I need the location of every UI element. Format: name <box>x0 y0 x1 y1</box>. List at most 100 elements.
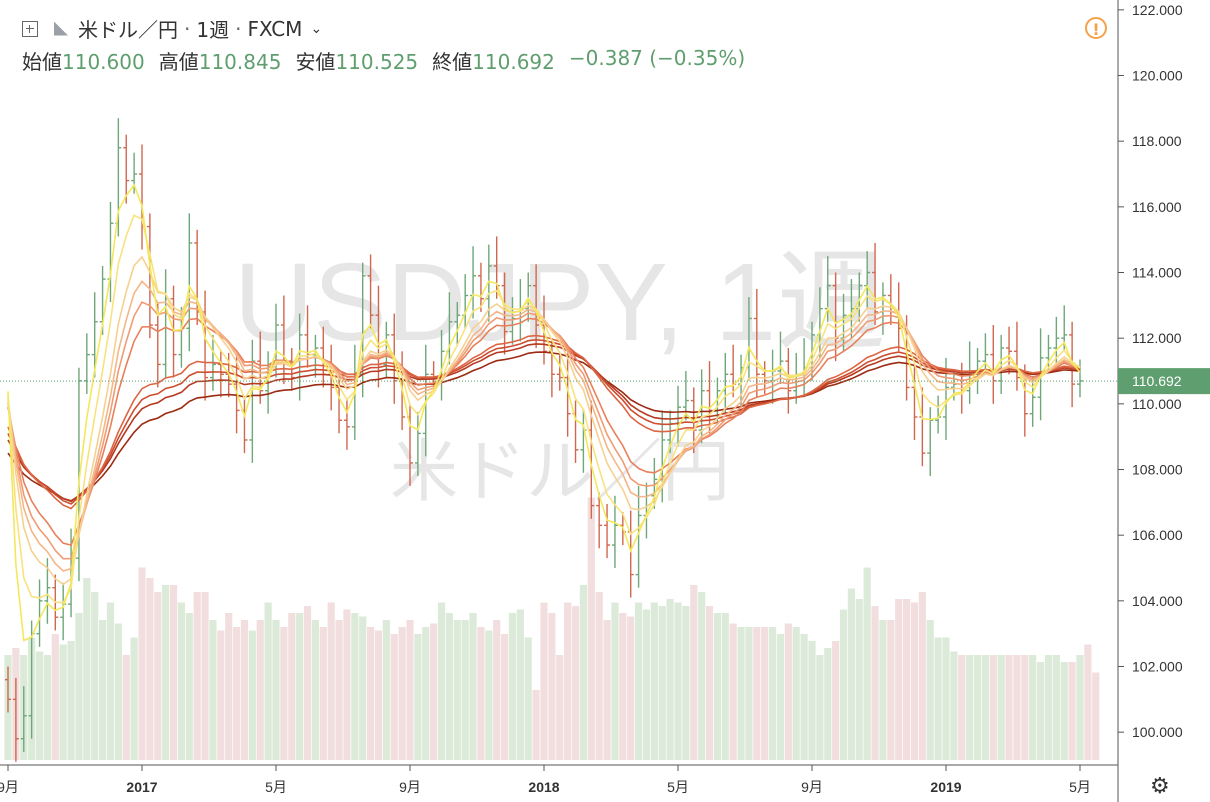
volume-bar <box>958 655 966 760</box>
y-tick-label: 122.000 <box>1132 2 1183 18</box>
y-tick-label: 120.000 <box>1132 68 1183 84</box>
y-tick-label: 114.000 <box>1132 265 1182 281</box>
chevron-down-icon[interactable]: ⌄ <box>310 20 323 37</box>
volume-bar <box>800 634 808 760</box>
ohlc-bar <box>343 398 350 450</box>
volume-bar <box>816 655 824 760</box>
volume-bar <box>169 585 178 760</box>
volume-bar <box>682 606 690 760</box>
volume-bar <box>737 627 745 760</box>
ohlc-bar <box>872 242 879 326</box>
volume-bar <box>658 606 666 760</box>
volume-bar <box>1029 655 1037 760</box>
chart-header: 米ドル／円 · 1週 · FXCM ⌄ 始値110.600 高値110.845 … <box>0 0 1110 80</box>
volume-bar <box>508 613 517 760</box>
ohlc-bar <box>753 288 760 398</box>
volume-bar <box>564 602 572 760</box>
volume-bar <box>59 644 67 760</box>
volume-bar <box>540 602 548 760</box>
volume-bar <box>824 648 832 760</box>
volume-bar <box>43 655 52 760</box>
ohlc-bar <box>1029 375 1036 427</box>
volume-bar <box>895 599 903 760</box>
volume-bar <box>627 616 635 760</box>
volume-bar <box>35 651 44 760</box>
volume-bar <box>154 592 162 760</box>
x-tick-label: 2019 <box>930 779 961 795</box>
low-value: 110.525 <box>335 50 419 74</box>
volume-bar <box>713 613 722 760</box>
symbol-name[interactable]: 米ドル／円 <box>78 18 178 42</box>
volume-bar <box>698 592 706 760</box>
volume-bar <box>500 634 509 760</box>
volume-bar <box>1092 672 1100 760</box>
volume-bar <box>406 620 414 760</box>
ohlc-bar <box>91 292 98 378</box>
volume-bar <box>382 620 390 760</box>
volume-bar <box>674 602 682 760</box>
volume-bar <box>847 588 856 760</box>
volume-bar <box>51 634 59 760</box>
volume-bar <box>792 627 800 760</box>
volume-bar <box>264 602 272 760</box>
ohlc-bar <box>170 285 177 378</box>
ohlc-bar <box>611 495 618 569</box>
watermark-name: 米ドル／円 <box>390 433 730 512</box>
volume-bar <box>776 634 785 760</box>
volume-bar <box>67 641 75 760</box>
volume-bar <box>493 620 501 760</box>
ohlc-bar <box>604 503 611 559</box>
high-label: 高値 <box>158 50 199 74</box>
volume-bar <box>721 613 729 760</box>
ohlc-bar <box>982 333 989 375</box>
volume-bar <box>587 497 595 760</box>
interval-label[interactable]: 1週 <box>196 18 230 42</box>
volume-bar <box>753 627 761 760</box>
volume-bar <box>390 634 398 760</box>
price-tag-box <box>1118 368 1210 395</box>
ohlc-bar <box>927 407 934 477</box>
y-tick-label: 118.000 <box>1132 133 1182 149</box>
ohlc-bar <box>414 412 421 477</box>
volume-bar <box>524 637 532 760</box>
expand-icon[interactable] <box>22 20 38 37</box>
volume-bar <box>359 616 367 760</box>
volume-bar <box>343 609 351 760</box>
close-value: 110.692 <box>472 50 555 74</box>
ohlc-bar <box>635 485 642 588</box>
volume-bar <box>650 602 658 760</box>
gear-icon[interactable]: ⚙ <box>1150 774 1170 799</box>
volume-bar <box>1044 655 1053 760</box>
volume-bar <box>784 623 792 760</box>
alert-icon[interactable]: ! <box>1085 17 1107 39</box>
x-tick-label: 5月 <box>1069 779 1091 795</box>
ohlc-bar <box>123 134 130 204</box>
ohlc-bar <box>533 264 540 349</box>
ohlc-bar <box>477 262 484 312</box>
ohlc-row: 始値110.600 高値110.845 安値110.525 終値110.692 … <box>22 46 745 75</box>
volume-bar <box>832 641 840 760</box>
volume-bar <box>973 655 982 760</box>
volume-bar <box>966 655 974 760</box>
y-tick-label: 116.000 <box>1132 199 1182 215</box>
volume-bar <box>1084 644 1092 760</box>
volume-bar <box>571 606 580 760</box>
volume-bar <box>445 613 454 760</box>
ohlc-bar <box>556 352 563 391</box>
volume-bar <box>201 592 209 760</box>
volume-bar <box>225 613 233 760</box>
volume-bar <box>619 613 627 760</box>
ohlc-bar <box>257 331 264 404</box>
ohlc-bar <box>186 213 193 352</box>
exchange-label[interactable]: FXCM <box>247 16 303 41</box>
volume-bar <box>130 637 138 760</box>
flag-icon <box>54 21 68 36</box>
y-tick-label: 106.000 <box>1132 527 1183 543</box>
volume-bar <box>288 613 296 760</box>
ohlc-bar <box>501 272 508 355</box>
volume-bar <box>579 585 588 760</box>
separator-dot: · <box>235 16 242 41</box>
volume-bar <box>146 578 154 760</box>
volume-bar <box>303 606 312 760</box>
